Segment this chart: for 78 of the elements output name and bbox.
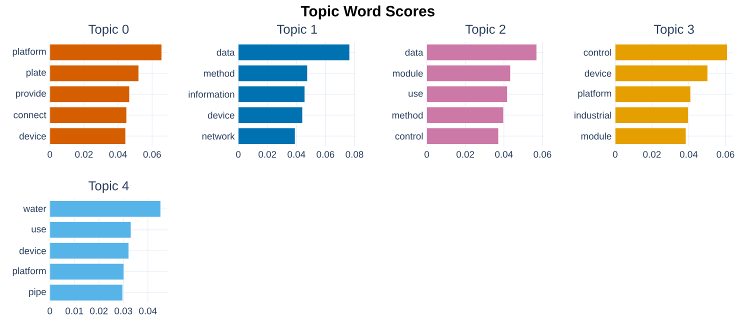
bar (50, 263, 124, 280)
x-tick-label: 0 (48, 151, 52, 158)
bar (50, 200, 161, 218)
y-tick-label: data (405, 49, 424, 56)
bar (426, 44, 537, 61)
bar (426, 86, 508, 103)
y-tick-label: platform (12, 267, 46, 276)
y-tick-label: information (188, 90, 234, 98)
x-tick-label: 0 (424, 151, 430, 158)
bar (238, 44, 350, 61)
x-tick-label: 0.06 (143, 151, 161, 158)
x-tick-label: 0.04 (288, 151, 306, 158)
x-tick-label: 0 (612, 151, 618, 158)
x-tick-label: 0.02 (456, 151, 474, 158)
y-tick-label: device (19, 132, 46, 140)
y-tick-label: connect (14, 112, 46, 118)
y-tick-label: method (204, 70, 234, 77)
y-tick-label: provide (16, 90, 46, 99)
bar (50, 284, 123, 302)
y-tick-label: pipe (29, 288, 46, 298)
x-tick-label: 0.04 (139, 308, 157, 314)
y-tick-label: industrial (574, 112, 612, 119)
x-tick-label: 0.04 (495, 151, 513, 158)
bar (50, 86, 130, 103)
x-tick-label: 0.03 (114, 308, 132, 314)
bar (238, 106, 303, 124)
bar (50, 44, 162, 61)
y-tick-label: plate (26, 69, 46, 78)
y-tick-label: device (584, 70, 612, 77)
y-tick-label: device (208, 112, 234, 119)
y-tick-label: use (32, 227, 46, 233)
bar (50, 242, 130, 260)
x-tick-label: 0.01 (66, 308, 84, 314)
y-tick-label: method (392, 112, 423, 119)
bar (615, 106, 689, 124)
bar (50, 65, 139, 82)
y-tick-label: control (395, 132, 423, 140)
x-tick-label: 0.02 (643, 151, 661, 158)
chart-title: Topic 2 (465, 24, 506, 37)
chart-title: Topic 4 (88, 181, 129, 194)
bar (615, 128, 686, 145)
bar (238, 86, 306, 103)
y-tick-label: water (23, 206, 46, 212)
bar (615, 44, 728, 61)
x-tick-label: 0.06 (316, 151, 334, 158)
x-tick-label: 0.06 (716, 151, 734, 158)
bar (238, 128, 296, 145)
y-tick-label: module (581, 132, 612, 140)
y-tick-label: use (408, 92, 423, 97)
bar (615, 86, 691, 103)
y-tick-label: data (216, 49, 235, 56)
bar (50, 128, 126, 145)
text: Topic Word Scores (300, 6, 435, 20)
bar (426, 106, 504, 124)
chart-title: Topic 0 (88, 24, 129, 37)
y-tick-label: platform (12, 48, 46, 57)
y-tick-label: control (584, 49, 612, 56)
chart-title: Topic 3 (654, 24, 694, 37)
bar (50, 106, 127, 124)
x-tick-label: 0.02 (258, 151, 276, 158)
x-tick-label: 0.08 (346, 151, 364, 158)
x-tick-label: 0.02 (75, 151, 93, 158)
y-tick-label: platform (578, 90, 612, 99)
x-tick-label: 0.04 (680, 151, 698, 158)
x-tick-label: 0 (236, 151, 241, 158)
x-tick-label: 0.04 (109, 151, 127, 158)
bar (615, 65, 708, 82)
x-tick-label: 0 (48, 308, 52, 314)
x-tick-label: 0.02 (90, 308, 108, 314)
x-tick-label: 0.06 (534, 151, 552, 158)
y-tick-label: module (392, 70, 423, 77)
y-tick-label: device (19, 247, 46, 254)
y-tick-label: network (202, 132, 235, 140)
bar (426, 65, 511, 82)
bar (238, 65, 308, 82)
bar (426, 128, 499, 145)
chart-title: Topic 1 (276, 24, 317, 37)
bar (50, 222, 132, 238)
